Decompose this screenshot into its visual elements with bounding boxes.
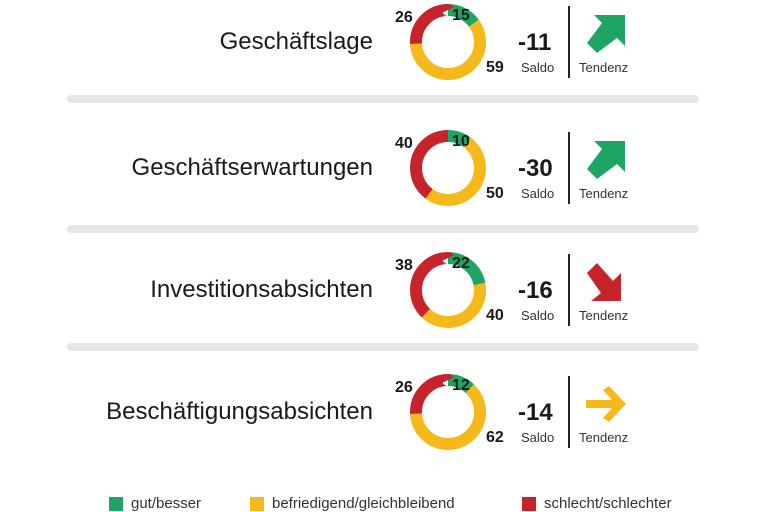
label-bad: 38 bbox=[395, 257, 413, 274]
label-neutral: 62 bbox=[486, 429, 504, 446]
donut-slice-neutral bbox=[410, 252, 486, 328]
tendenz-label: Tendenz bbox=[579, 430, 629, 445]
label-good: 12 bbox=[452, 377, 470, 394]
label-bad: 40 bbox=[395, 135, 413, 152]
label-good: 15 bbox=[452, 7, 470, 24]
arrow-down-right-icon bbox=[587, 263, 621, 301]
donut-slice-neutral bbox=[410, 4, 486, 80]
donut-slice-neutral bbox=[410, 374, 486, 450]
saldo-value: -14 bbox=[518, 399, 553, 426]
donut-slice-neutral bbox=[410, 130, 486, 206]
donut-slice-bad bbox=[410, 252, 486, 328]
label-good: 10 bbox=[452, 133, 470, 150]
tendenz-label: Tendenz bbox=[579, 60, 629, 75]
row-separator bbox=[67, 225, 699, 233]
indicator-label: Beschäftigungsabsichten bbox=[106, 398, 373, 425]
donut-chart bbox=[410, 374, 486, 450]
tendenz-label: Tendenz bbox=[579, 186, 629, 201]
arrow-right-icon bbox=[586, 386, 626, 422]
label-bad: 26 bbox=[395, 9, 413, 26]
saldo-label: Saldo bbox=[521, 308, 555, 323]
saldo-value: -11 bbox=[518, 29, 552, 56]
row-separator bbox=[67, 343, 699, 351]
divider bbox=[568, 132, 570, 204]
legend-item-good: gut/besser bbox=[109, 496, 201, 512]
donut-slice-bad bbox=[410, 130, 486, 206]
row-separator bbox=[67, 95, 699, 103]
indicator-row: Geschäftserwartungen 40 10 50 -30 Saldo Tenden… bbox=[0, 118, 767, 218]
donut-slice-bad bbox=[410, 4, 486, 80]
legend-label: gut/besser bbox=[131, 495, 202, 512]
legend-swatch bbox=[109, 497, 123, 511]
indicator-row: Geschäftslage 26 15 59 -11 Saldo Tendenz bbox=[0, 0, 767, 92]
legend-label: befriedigend/gleichbleibend bbox=[272, 495, 455, 512]
trend-arrow-shape bbox=[587, 141, 625, 179]
legend-swatch bbox=[250, 497, 264, 511]
trend-arrow-shape bbox=[586, 386, 626, 422]
legend-swatch bbox=[522, 497, 536, 511]
saldo-label: Saldo bbox=[521, 186, 555, 201]
indicator-label: Geschäftslage bbox=[219, 28, 373, 55]
trend-arrow-shape bbox=[587, 263, 621, 301]
legend-item-bad: schlecht/schlechter bbox=[522, 496, 672, 512]
indicator-row: Investitionsabsichten 38 22 40 -16 Saldo Tende… bbox=[0, 240, 767, 340]
divider bbox=[568, 6, 570, 78]
legend-label: schlecht/schlechter bbox=[544, 495, 672, 512]
indicator-label: Geschäftserwartungen bbox=[131, 154, 373, 181]
saldo-value: -16 bbox=[518, 277, 553, 304]
saldo-label: Saldo bbox=[521, 60, 555, 75]
label-good: 22 bbox=[452, 255, 470, 272]
divider bbox=[568, 376, 570, 448]
donut-slice-bad bbox=[410, 374, 486, 450]
arrow-up-right-icon bbox=[587, 15, 625, 53]
saldo-value: -30 bbox=[518, 155, 553, 182]
legend: gut/besser befriedigend/gleichbleibend sch… bbox=[0, 496, 767, 512]
indicator-label: Investitionsabsichten bbox=[150, 276, 373, 303]
arrow-up-right-icon bbox=[587, 141, 625, 179]
label-neutral: 40 bbox=[486, 307, 504, 324]
donut-chart bbox=[410, 4, 486, 80]
saldo-label: Saldo bbox=[521, 430, 555, 445]
legend-item-neutral: befriedigend/gleichbleibend bbox=[250, 496, 455, 512]
trend-arrow-shape bbox=[587, 15, 625, 53]
donut-chart bbox=[410, 130, 486, 206]
label-neutral: 50 bbox=[486, 185, 504, 202]
indicator-row: Beschäftigungsabsichten 26 12 62 -14 Saldo Ten… bbox=[0, 362, 767, 462]
divider bbox=[568, 254, 570, 326]
tendenz-label: Tendenz bbox=[579, 308, 629, 323]
label-neutral: 59 bbox=[486, 59, 504, 76]
label-bad: 26 bbox=[395, 379, 413, 396]
donut-chart bbox=[410, 252, 486, 328]
